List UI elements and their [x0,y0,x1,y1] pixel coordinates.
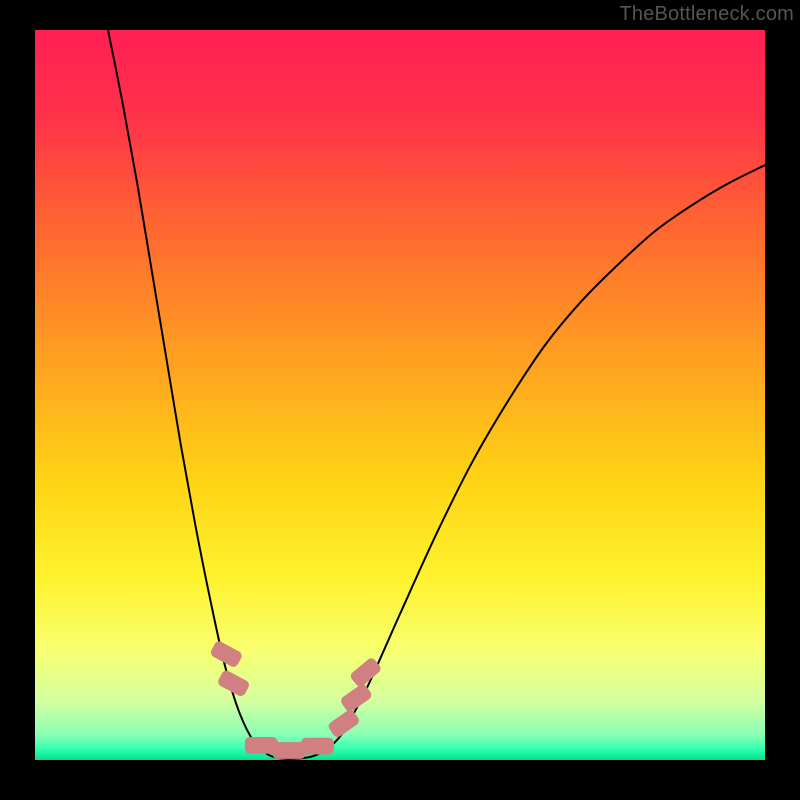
marker-point [273,742,306,759]
chart-stage: TheBottleneck.com [0,0,800,800]
bottleneck-chart [0,0,800,800]
plot-background [35,30,765,760]
marker-point [301,738,334,755]
watermark-text: TheBottleneck.com [619,3,794,26]
